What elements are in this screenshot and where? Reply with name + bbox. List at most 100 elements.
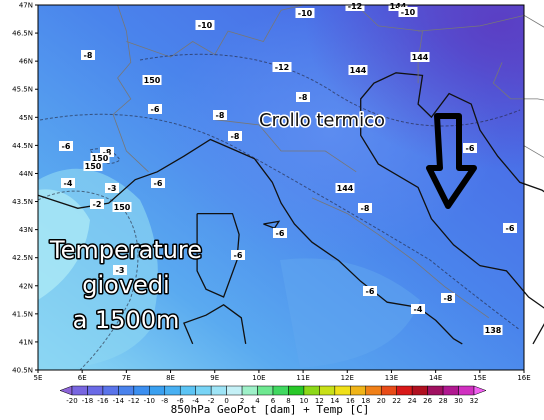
contour-label: -8 [216, 111, 225, 120]
colorbar-box [319, 385, 336, 396]
colorbar-label: -6 [177, 397, 185, 405]
colorbar-label: 0 [224, 397, 228, 405]
border [112, 4, 149, 173]
contour-label: 150 [114, 203, 131, 212]
colorbar-box [380, 385, 397, 396]
colorbar-box [442, 385, 459, 396]
colorbar-label: 24 [408, 397, 417, 405]
contour-label: -10 [298, 9, 313, 18]
annotation: giovedi [82, 271, 169, 299]
border [214, 119, 357, 173]
label-box [100, 147, 114, 157]
colorbar-label: -8 [161, 397, 168, 405]
lat-label: 44.5N [12, 142, 33, 150]
contour-label: -8 [84, 51, 93, 60]
footer: 850hPa GeoPot [dam] + Temp [C] [171, 403, 370, 416]
label-box [345, 1, 365, 11]
label-box [358, 203, 372, 213]
colorbar-label: 22 [392, 397, 401, 405]
colorbar-box [458, 385, 475, 396]
contour-label: -10 [401, 8, 416, 17]
label-box [83, 161, 103, 171]
contour-label: -8 [231, 132, 240, 141]
contour-label: -12 [275, 63, 289, 72]
label-box [142, 75, 162, 85]
colorbar-label: 30 [454, 397, 463, 405]
contour-label: -10 [198, 21, 213, 30]
label-box [483, 325, 503, 335]
contour-label: 144 [412, 53, 429, 62]
colorbar-label: -18 [82, 397, 93, 405]
lat-label: 43.5N [12, 198, 33, 206]
border [311, 197, 490, 319]
colorbar-box [334, 385, 351, 396]
contour-label: -6 [276, 229, 285, 238]
contour-label: 138 [485, 326, 502, 335]
colorbar-box [87, 385, 104, 396]
colorbar-box [365, 385, 382, 396]
warm-area [280, 258, 420, 368]
lat-label: 42N [19, 282, 33, 290]
contour-label: 150 [144, 76, 161, 85]
lon-label: 11E [296, 374, 309, 382]
colorbar-label: -4 [192, 397, 200, 405]
colorbar-label: 8 [286, 397, 290, 405]
colorbar-label: 10 [299, 397, 308, 405]
label-box [296, 92, 310, 102]
lon-label: 5E [34, 374, 43, 382]
colorbar-label: 14 [330, 397, 339, 405]
lat-label: 43N [19, 226, 33, 234]
contour-label: -6 [234, 251, 243, 260]
colorbar-box [411, 385, 428, 396]
lat-label: 42.5N [12, 254, 33, 262]
colorbar-box [303, 385, 320, 396]
lon-label: 12E [341, 374, 354, 382]
contour-label: -12 [348, 2, 362, 11]
colorbar-label: -2 [208, 397, 215, 405]
contour-label: 150 [85, 162, 102, 171]
colorbar-label: 2 [240, 397, 244, 405]
contour-label: -6 [62, 142, 71, 151]
colorbar-label: 12 [315, 397, 324, 405]
label-box [273, 228, 287, 238]
label-box [295, 8, 315, 18]
lat-label: 41N [19, 338, 33, 346]
colorbar-label: -16 [97, 397, 109, 405]
label-box [113, 265, 127, 275]
colorbar-label: -14 [113, 397, 125, 405]
colorbar-box [195, 385, 212, 396]
contour-label: -6 [154, 179, 163, 188]
coastline [183, 304, 247, 345]
label-box [398, 7, 418, 17]
border [418, 14, 544, 32]
lon-label: 7E [122, 374, 131, 382]
lon-label: 13E [385, 374, 398, 382]
lon-label: 6E [78, 374, 87, 382]
colorbar-box [71, 385, 88, 396]
coastline [263, 220, 281, 229]
annotation: Temperature [49, 236, 202, 264]
colorbar-label: 18 [361, 397, 370, 405]
colorbar-box [427, 385, 444, 396]
lon-label: 16E [517, 374, 530, 382]
label-box [348, 65, 368, 75]
colorbar-box [350, 385, 367, 396]
border [126, 4, 423, 58]
border [417, 31, 423, 84]
lat-label: 41.5N [12, 310, 33, 318]
label-box [61, 178, 75, 188]
contour-label: -2 [93, 200, 102, 209]
colorbar-box [118, 385, 135, 396]
label-box [112, 202, 132, 212]
label-box [228, 131, 242, 141]
label-box [231, 250, 245, 260]
lon-label: 8E [166, 374, 175, 382]
colorbar-label: 32 [470, 397, 479, 405]
contour-label: 150 [92, 154, 109, 163]
lat-label: 46N [19, 58, 33, 66]
contour-label: 144 [337, 184, 354, 193]
lon-label: 9E [210, 374, 219, 382]
coastline [360, 72, 544, 345]
colorbar-box [133, 385, 150, 396]
colorbar-box [288, 385, 305, 396]
